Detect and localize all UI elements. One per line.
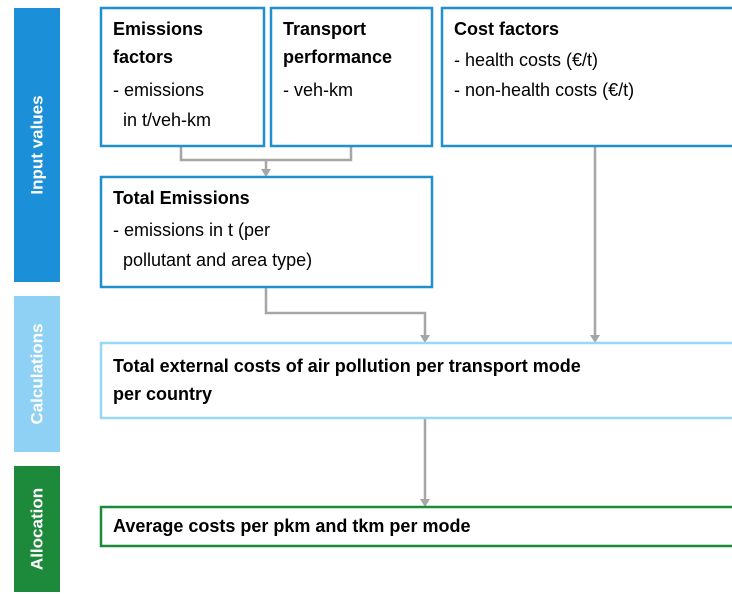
node-box (99, 505, 732, 548)
node-title: Average costs per pkm and tkm per mode (113, 516, 470, 536)
node-line: in t/veh-km (123, 110, 211, 130)
node-line: - health costs (€/t) (454, 50, 598, 70)
node-line: - emissions in t (per (113, 220, 270, 240)
node-title: Transport (283, 19, 366, 39)
node-box (99, 341, 732, 420)
node-box (99, 175, 434, 289)
node-title: Cost factors (454, 19, 559, 39)
node-box (269, 6, 434, 148)
connectors (179, 146, 600, 507)
stage-label: Input values (27, 95, 46, 194)
node-box (99, 6, 266, 148)
stage-bar (14, 296, 60, 452)
node-title: performance (283, 47, 392, 67)
node-title: Total Emissions (113, 188, 250, 208)
node-title: factors (113, 47, 173, 67)
node-title: per country (113, 384, 212, 404)
stage-label: Allocation (27, 488, 46, 570)
node-line: pollutant and area type) (123, 250, 312, 270)
stage-bar (14, 8, 60, 282)
stage-label: Calculations (27, 323, 46, 424)
node-title: Emissions (113, 19, 203, 39)
node-line: - veh-km (283, 80, 353, 100)
stage-bar (14, 466, 60, 592)
node-title: Total external costs of air pollution pe… (113, 356, 581, 376)
node-line: - emissions (113, 80, 204, 100)
node-box (440, 6, 732, 148)
node-line: - non-health costs (€/t) (454, 80, 634, 100)
